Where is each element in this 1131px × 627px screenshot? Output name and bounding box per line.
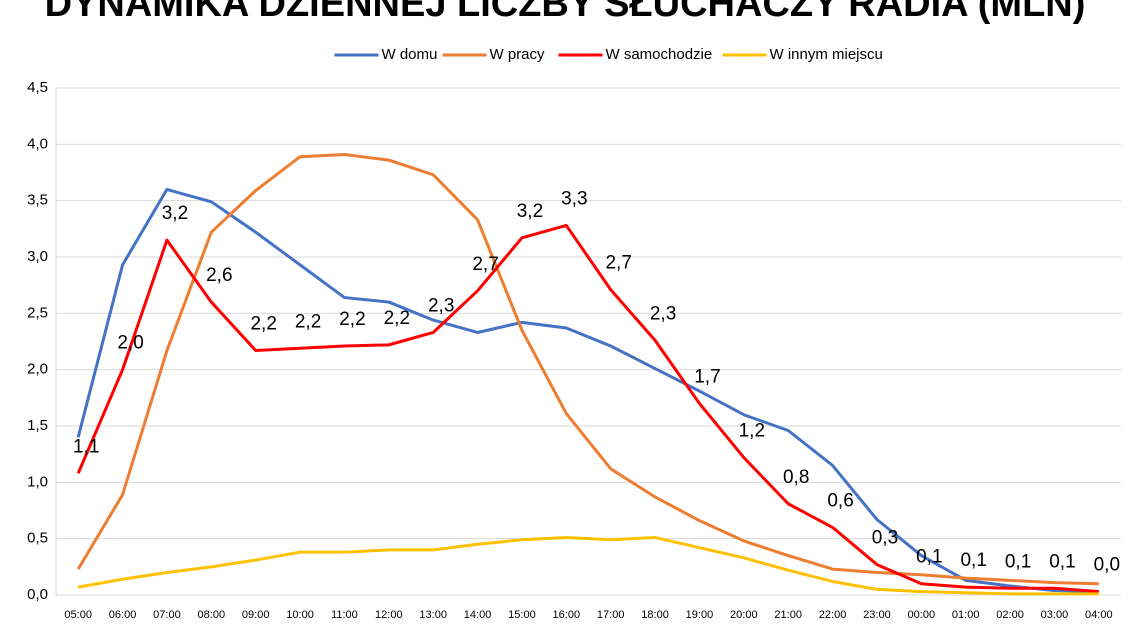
- x-tick-label: 00:00: [908, 609, 936, 621]
- data-label: 2,7: [605, 253, 631, 274]
- x-tick-label: 10:00: [286, 609, 314, 621]
- x-tick-label: 18:00: [641, 609, 669, 621]
- legend-label: W domu: [382, 46, 438, 63]
- y-tick-label: 0,0: [27, 586, 48, 603]
- data-label: 0,1: [916, 547, 942, 568]
- data-label: 2,3: [650, 303, 676, 324]
- data-label: 0,1: [1049, 551, 1075, 572]
- y-tick-label: 2,5: [27, 304, 48, 321]
- x-tick-label: 03:00: [1041, 609, 1069, 621]
- data-label: 2,0: [117, 333, 143, 354]
- series-line: [76, 187, 1099, 594]
- x-tick-label: 04:00: [1085, 609, 1113, 621]
- x-tick-label: 15:00: [508, 609, 536, 621]
- x-tick-label: 09:00: [242, 609, 270, 621]
- data-label: 0,8: [783, 467, 809, 488]
- x-tick-label: 17:00: [597, 609, 625, 621]
- x-tick-label: 08:00: [198, 609, 226, 621]
- legend-label: W innym miejscu: [770, 46, 883, 63]
- data-label: 3,2: [517, 201, 543, 222]
- x-tick-label: 20:00: [730, 609, 758, 621]
- data-label: 0,1: [1005, 551, 1031, 572]
- data-label: 2,2: [339, 309, 365, 330]
- chart-title: DYNAMIKA DZIENNEJ LICZBY SŁUCHACZY RADIA…: [45, 0, 1086, 25]
- x-tick-label: 07:00: [153, 609, 181, 621]
- x-tick-label: 23:00: [863, 609, 891, 621]
- data-label: 0,3: [872, 528, 898, 549]
- x-tick-label: 14:00: [464, 609, 492, 621]
- data-label: 1,7: [694, 366, 720, 387]
- data-label: 3,3: [561, 188, 587, 209]
- x-tick-label: 13:00: [419, 609, 447, 621]
- series-line: [76, 223, 1099, 594]
- x-tick-label: 06:00: [109, 609, 137, 621]
- y-tick-label: 0,5: [27, 530, 48, 547]
- data-label: 1,2: [739, 421, 765, 442]
- x-tick-label: 02:00: [996, 609, 1024, 621]
- data-label: 1,1: [73, 436, 99, 457]
- series-line: [77, 536, 1099, 596]
- x-tick-label: 12:00: [375, 609, 403, 621]
- data-label: 2,2: [295, 311, 321, 332]
- data-label: 2,3: [428, 296, 454, 317]
- x-tick-label: 05:00: [64, 609, 92, 621]
- x-tick-label: 01:00: [952, 609, 980, 621]
- data-label: 0,1: [960, 550, 986, 571]
- data-label: 2,2: [384, 308, 410, 329]
- x-tick-label: 21:00: [774, 609, 802, 621]
- legend-label: W samochodzie: [606, 46, 713, 63]
- data-label: 0,6: [827, 490, 853, 511]
- y-tick-label: 1,5: [27, 417, 48, 434]
- data-label: 3,2: [162, 203, 188, 224]
- legend-label: W pracy: [490, 46, 546, 63]
- data-label: 0,0: [1094, 555, 1120, 576]
- series-line: [76, 152, 1099, 586]
- data-label: 2,7: [472, 254, 498, 275]
- y-tick-label: 4,5: [27, 79, 48, 96]
- y-tick-label: 4,0: [27, 135, 48, 152]
- x-tick-label: 19:00: [686, 609, 714, 621]
- data-label: 2,6: [206, 265, 232, 286]
- y-tick-label: 2,0: [27, 361, 48, 378]
- y-tick-label: 1,0: [27, 473, 48, 490]
- x-tick-label: 22:00: [819, 609, 847, 621]
- data-label: 2,2: [250, 314, 276, 335]
- x-tick-label: 11:00: [331, 609, 358, 621]
- x-tick-label: 16:00: [553, 609, 581, 621]
- y-tick-label: 3,5: [27, 192, 48, 209]
- y-tick-label: 3,0: [27, 248, 48, 265]
